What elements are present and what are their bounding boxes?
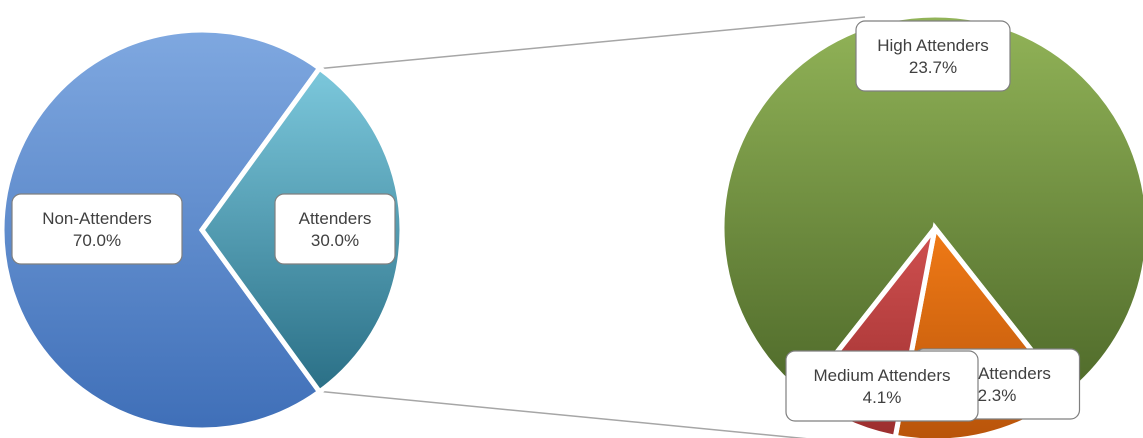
connector-line-top (323, 16, 866, 69)
data-label-attenders-value: 30.0% (311, 231, 359, 250)
data-label-high-attenders-value: 23.7% (909, 58, 957, 77)
data-label-high-attenders-category: High Attenders (877, 36, 989, 55)
data-labels: Non-Attenders 70.0% Attenders 30.0% High Att… (11, 20, 1081, 422)
data-label-medium-attenders-value: 4.1% (863, 388, 902, 407)
connector-lines (323, 16, 866, 438)
slice-high-attenders (719, 12, 1143, 399)
data-label-attenders-category: Attenders (299, 209, 372, 228)
data-label-medium-attenders-category: Medium Attenders (813, 366, 950, 385)
data-label-non-attenders-category: Non-Attenders (42, 209, 152, 228)
data-label-high-attenders: High Attenders 23.7% (855, 20, 1011, 92)
data-label-medium-attenders: Medium Attenders 4.1% (785, 350, 979, 422)
data-label-attenders: Attenders 30.0% (274, 193, 396, 265)
data-label-non-attenders: Non-Attenders 70.0% (11, 193, 183, 265)
data-label-non-attenders-value: 70.0% (73, 231, 121, 250)
data-label-low-attenders-value: 2.3% (978, 386, 1017, 405)
connector-line-bottom (323, 391, 807, 438)
